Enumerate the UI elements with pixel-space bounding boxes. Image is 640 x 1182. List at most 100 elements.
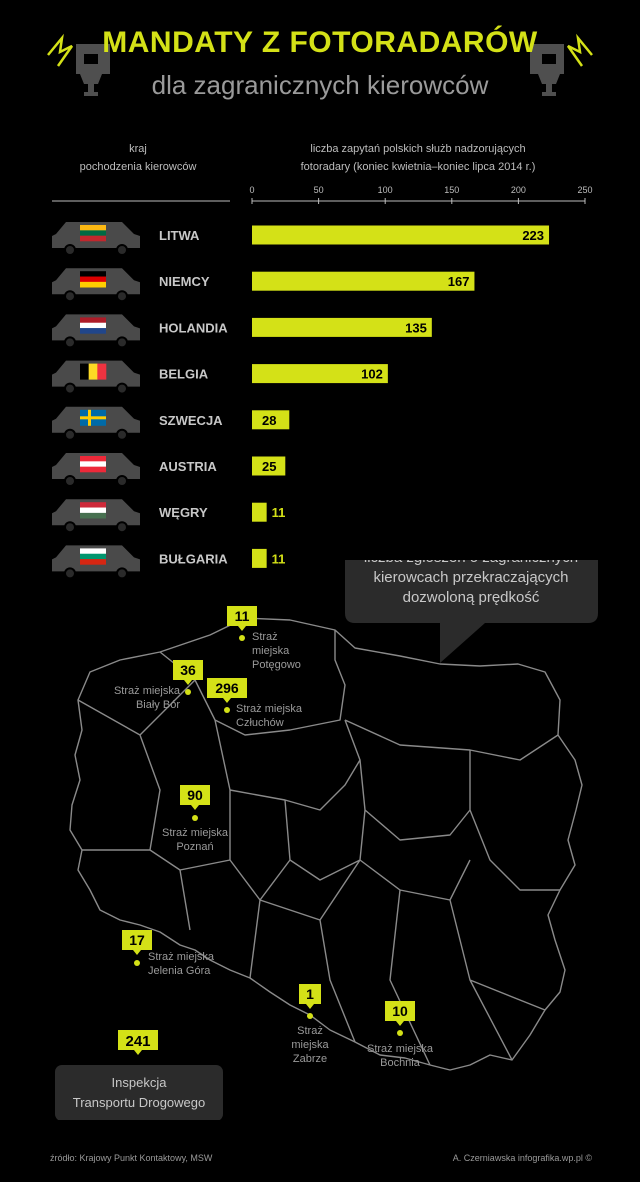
country-label: WĘGRY xyxy=(159,505,208,520)
bar xyxy=(252,410,290,430)
map-marker: 90 Straż miejska Poznań xyxy=(162,785,229,853)
car-wheel xyxy=(64,336,76,349)
flag-stripe xyxy=(80,466,106,473)
flag-stripe xyxy=(80,317,106,324)
flag-stripe xyxy=(80,322,106,329)
country-row: BELGIA 102 xyxy=(52,360,388,395)
country-column-header: kraj pochodzenia kierowców xyxy=(58,140,218,176)
x-tick-label: 100 xyxy=(378,185,393,195)
bar-value-label: 28 xyxy=(262,413,276,428)
bar-value-label: 25 xyxy=(262,459,276,474)
marker-label: Człuchów xyxy=(236,717,284,729)
flag-icon xyxy=(80,225,106,242)
marker-badge xyxy=(207,678,247,703)
flag-icon xyxy=(80,271,106,288)
flag-stripe xyxy=(80,271,106,277)
bar-value-label: 102 xyxy=(361,367,383,382)
speed-camera-left-icon xyxy=(47,33,593,96)
country-label: BUŁGARIA xyxy=(159,551,228,566)
flag-icon xyxy=(80,456,106,473)
country-label: HOLANDIA xyxy=(159,320,228,335)
flag-icon xyxy=(80,548,106,565)
car-icon xyxy=(52,499,140,534)
chart-column-header: liczba zapytań polskich służb nadzorując… xyxy=(258,140,578,176)
bar-value-label: 135 xyxy=(405,320,427,335)
car-icon xyxy=(52,222,140,256)
marker-dot xyxy=(192,815,198,821)
itd-box xyxy=(55,1065,223,1120)
itd-label: Inspekcja xyxy=(112,1075,168,1090)
flag-icon xyxy=(80,363,107,380)
country-row: SZWECJA 28 xyxy=(52,406,290,441)
flag-stripe xyxy=(88,363,98,380)
country-row: LITWA 223 xyxy=(52,222,550,256)
flag-stripe xyxy=(80,363,89,380)
country-label: LITWA xyxy=(159,228,200,243)
bar xyxy=(252,364,388,384)
itd-value: 241 xyxy=(125,1033,150,1050)
car-wheel xyxy=(116,428,128,441)
car-icon xyxy=(52,314,140,349)
flag-stripe xyxy=(97,363,107,380)
marker-label: Potęgowo xyxy=(252,659,301,671)
x-tick-label: 0 xyxy=(249,185,254,195)
marker-label: Biały Bór xyxy=(136,699,180,711)
car-wheel xyxy=(64,428,76,441)
flag-stripe xyxy=(80,276,106,283)
country-row: BUŁGARIA 11 xyxy=(52,545,285,580)
marker-value: 17 xyxy=(129,932,145,948)
callout-text: liczba zgłoszeń o zagranicznych xyxy=(364,560,578,566)
flag-stripe xyxy=(80,559,106,565)
marker-value: 90 xyxy=(187,787,203,803)
marker-label: Straż miejska xyxy=(162,827,229,839)
marker-dot xyxy=(239,635,245,641)
flag-stripe xyxy=(80,507,106,514)
bar xyxy=(252,456,286,476)
flag-stripe xyxy=(80,225,106,231)
callout-text: kierowcach przekraczających xyxy=(373,569,568,586)
callout-bubble xyxy=(345,560,598,663)
marker-value: 10 xyxy=(392,1003,408,1019)
country-label: BELGIA xyxy=(159,367,209,382)
bar xyxy=(252,548,267,568)
flag-stripe xyxy=(80,456,106,462)
marker-label: Straż miejska xyxy=(148,951,215,963)
flag-stripe xyxy=(80,230,106,236)
flag-icon xyxy=(80,317,106,334)
bar xyxy=(252,271,475,291)
flag-stripe xyxy=(80,328,106,334)
page-title: MANDATY Z FOTORADARÓW xyxy=(102,26,538,59)
x-tick-label: 150 xyxy=(444,185,459,195)
car-icon xyxy=(52,453,140,487)
car-wheel xyxy=(116,336,128,349)
map-marker: 296 Straż miejska Człuchów xyxy=(207,678,303,729)
car-icon xyxy=(52,406,140,441)
country-row: AUSTRIA 25 xyxy=(52,453,286,487)
page-subtitle: dla zagranicznych kierowców xyxy=(151,70,489,100)
car-wheel xyxy=(116,521,128,534)
flag-stripe xyxy=(80,553,106,560)
marker-dot xyxy=(185,689,191,695)
poland-map: liczba zgłoszeń o zagranicznych kierowcac… xyxy=(55,560,598,1120)
car-wheel xyxy=(64,567,76,580)
country-row: HOLANDIA 135 xyxy=(52,314,432,349)
author-credit: A. Czerniawska infografika.wp.pl © xyxy=(452,1153,592,1163)
chart-header-line-2: fotoradary (koniec kwietnia–koniec lipca… xyxy=(300,161,536,173)
flag-stripe xyxy=(80,281,106,288)
flag-stripe xyxy=(80,512,106,519)
bar-value-label: 167 xyxy=(448,274,470,289)
marker-dot xyxy=(224,707,230,713)
flag-stripe xyxy=(80,548,106,555)
marker-label: Straż miejska xyxy=(367,1043,434,1055)
marker-value: 36 xyxy=(180,662,196,678)
bar-value-label: 11 xyxy=(272,505,286,520)
marker-badge xyxy=(299,984,321,1009)
bar-value-label: 223 xyxy=(522,228,544,243)
marker-badge xyxy=(180,785,210,810)
bar-chart: 0 50 100 150 200 250 LITWA 223 NIEMCY 167 HOLANDIA… xyxy=(52,185,593,580)
car-wheel xyxy=(64,382,76,395)
marker-label: Straż miejska xyxy=(236,703,303,715)
car-wheel xyxy=(116,290,128,303)
car-wheel xyxy=(64,290,76,303)
